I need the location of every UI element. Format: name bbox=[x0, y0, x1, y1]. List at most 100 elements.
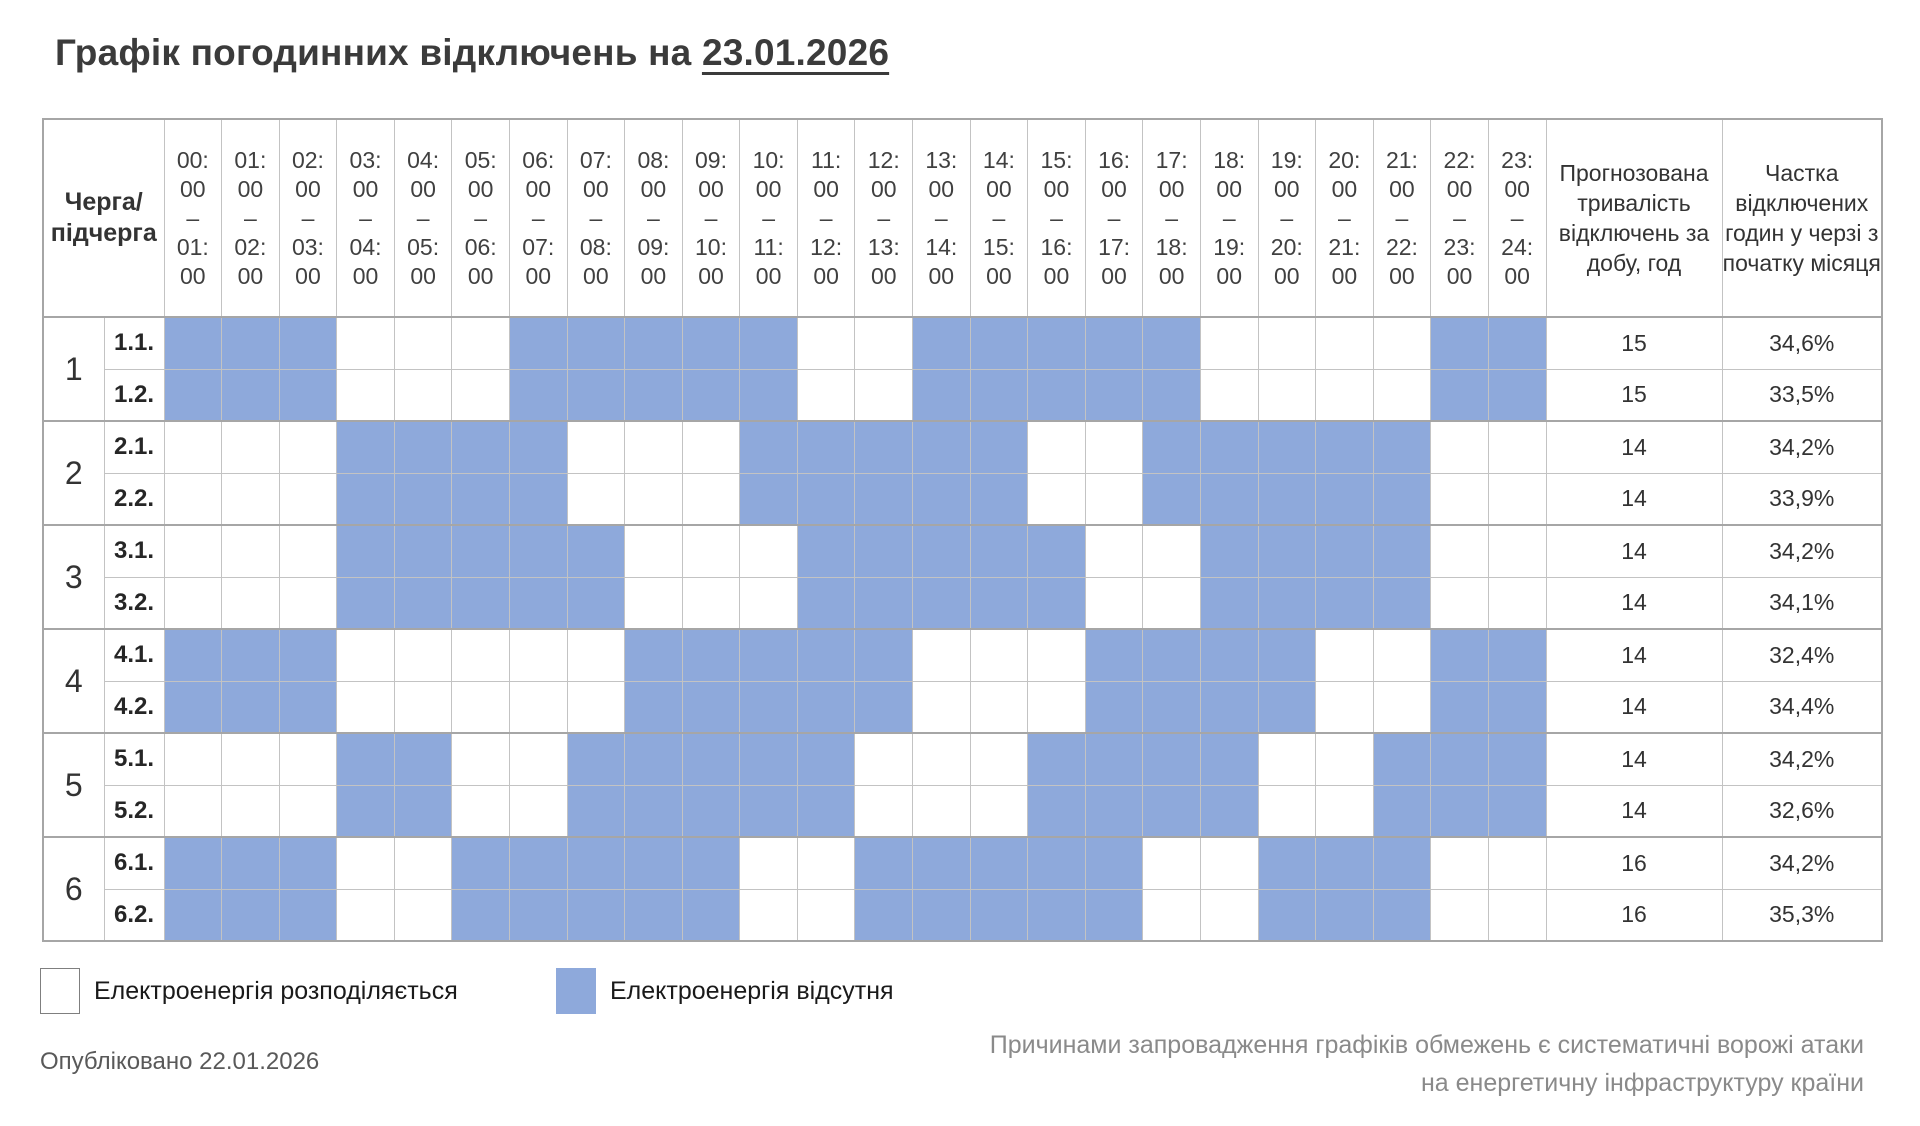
outage-cell bbox=[1372, 524, 1432, 578]
outage-cell bbox=[566, 732, 626, 786]
outage-cell bbox=[1027, 368, 1086, 422]
power-on-cell bbox=[681, 576, 741, 630]
schedule-row: 6.2. 16 35,3% bbox=[43, 888, 1883, 942]
outage-cell bbox=[681, 680, 741, 734]
outage-cell bbox=[221, 836, 280, 890]
outage-cell bbox=[1027, 316, 1086, 370]
outage-cell bbox=[1430, 628, 1489, 682]
schedule-date: 23.01.2026 bbox=[701, 32, 890, 73]
outage-cell bbox=[1315, 420, 1374, 474]
outage-cell bbox=[1487, 316, 1547, 370]
outage-cell bbox=[624, 628, 683, 682]
time-column-header: 23: 00–24: 00 bbox=[1487, 118, 1547, 318]
outage-cell bbox=[1430, 784, 1489, 838]
power-on-cell bbox=[624, 420, 683, 474]
outage-cell bbox=[508, 576, 568, 630]
outage-cell bbox=[1199, 524, 1259, 578]
outage-cell bbox=[854, 628, 914, 682]
outage-cell bbox=[221, 680, 280, 734]
power-on-cell bbox=[278, 576, 338, 630]
schedule-row: 5 5.1. 14 34,2% bbox=[42, 732, 1883, 838]
power-on-cell bbox=[1142, 888, 1201, 942]
reason-note: Причинами запровадження графіків обмежен… bbox=[764, 1026, 1864, 1102]
outage-cell bbox=[278, 680, 338, 734]
outage-cell bbox=[739, 680, 798, 734]
power-on-cell bbox=[1199, 316, 1259, 370]
time-column-header: 04: 00–05: 00 bbox=[393, 118, 453, 318]
duration-cell: 16 bbox=[1545, 888, 1723, 942]
outage-cell bbox=[566, 576, 626, 630]
month-share-cell: 33,9% bbox=[1721, 472, 1883, 526]
outage-cell bbox=[1487, 732, 1547, 786]
outage-cell bbox=[681, 888, 741, 942]
power-on-cell bbox=[508, 732, 568, 786]
subqueue-label-cell: 1.2. bbox=[103, 368, 165, 422]
subqueue-label-cell: 2.1. bbox=[103, 420, 165, 474]
power-on-cell bbox=[1027, 680, 1086, 734]
month-share-cell: 32,6% bbox=[1721, 784, 1883, 838]
power-on-cell bbox=[1430, 420, 1489, 474]
legend-outage-label: Електроенергія відсутня bbox=[610, 977, 894, 1005]
power-on-cell bbox=[1257, 316, 1317, 370]
outage-cell bbox=[739, 472, 798, 526]
outage-cell bbox=[681, 628, 741, 682]
power-on-cell bbox=[163, 472, 223, 526]
outage-cell bbox=[624, 368, 683, 422]
outage-cell bbox=[1199, 576, 1259, 630]
outage-cell bbox=[163, 316, 223, 370]
schedule-row: 1.2. 15 33,5% bbox=[43, 368, 1883, 422]
outage-cell bbox=[969, 888, 1029, 942]
power-on-cell bbox=[1430, 576, 1489, 630]
time-column-header: 01: 00–02: 00 bbox=[221, 118, 280, 318]
outage-cell bbox=[566, 836, 626, 890]
outage-cell bbox=[1142, 472, 1201, 526]
outage-cell bbox=[681, 368, 741, 422]
outage-cell bbox=[739, 784, 798, 838]
duration-column-header: Прогнозована тривалість відключень за до… bbox=[1545, 118, 1723, 318]
outage-cell bbox=[1315, 836, 1374, 890]
queue-number-cell: 3 bbox=[42, 524, 105, 630]
schedule-row: 6 6.1. 16 34,2% bbox=[42, 836, 1883, 942]
month-share-cell: 35,3% bbox=[1721, 888, 1883, 942]
outage-cell bbox=[278, 888, 338, 942]
power-on-cell bbox=[451, 784, 510, 838]
outage-cell bbox=[1315, 576, 1374, 630]
power-on-cell bbox=[854, 368, 914, 422]
power-on-cell bbox=[1487, 524, 1547, 578]
power-on-cell bbox=[336, 628, 395, 682]
outage-cell bbox=[278, 368, 338, 422]
outage-cell bbox=[566, 368, 626, 422]
power-on-cell bbox=[912, 732, 971, 786]
outage-cell bbox=[796, 628, 856, 682]
outage-cell bbox=[1430, 368, 1489, 422]
outage-cell bbox=[1257, 628, 1317, 682]
outage-cell bbox=[796, 472, 856, 526]
power-on-cell bbox=[1027, 472, 1086, 526]
reason-note-line2: на енергетичну інфраструктуру країни bbox=[1420, 1069, 1864, 1097]
outage-cell bbox=[624, 680, 683, 734]
outage-cell bbox=[739, 316, 798, 370]
power-on-cell bbox=[221, 576, 280, 630]
time-column-header: 12: 00–13: 00 bbox=[854, 118, 914, 318]
outage-cell bbox=[739, 368, 798, 422]
power-on-cell bbox=[681, 524, 741, 578]
power-on-cell bbox=[163, 420, 223, 474]
power-on-cell bbox=[1487, 888, 1547, 942]
outage-cell bbox=[336, 576, 395, 630]
power-on-cell bbox=[1315, 732, 1374, 786]
duration-cell: 14 bbox=[1545, 472, 1723, 526]
outage-cell bbox=[1027, 836, 1086, 890]
power-on-cell bbox=[393, 836, 453, 890]
power-on-cell bbox=[912, 680, 971, 734]
outage-cell bbox=[969, 524, 1029, 578]
reason-note-line1: Причинами запровадження графіків обмежен… bbox=[989, 1031, 1864, 1059]
power-on-cell bbox=[221, 472, 280, 526]
outage-cell bbox=[508, 472, 568, 526]
month-share-cell: 34,2% bbox=[1721, 836, 1883, 890]
outage-cell bbox=[163, 368, 223, 422]
time-column-header: 07: 00–08: 00 bbox=[566, 118, 626, 318]
subqueue-label-cell: 3.2. bbox=[103, 576, 165, 630]
published-date: Опубліковано 22.01.2026 bbox=[40, 1048, 320, 1075]
share-column-header: Частка відключених годин у черзі з почат… bbox=[1721, 118, 1883, 318]
power-on-cell bbox=[1084, 524, 1144, 578]
